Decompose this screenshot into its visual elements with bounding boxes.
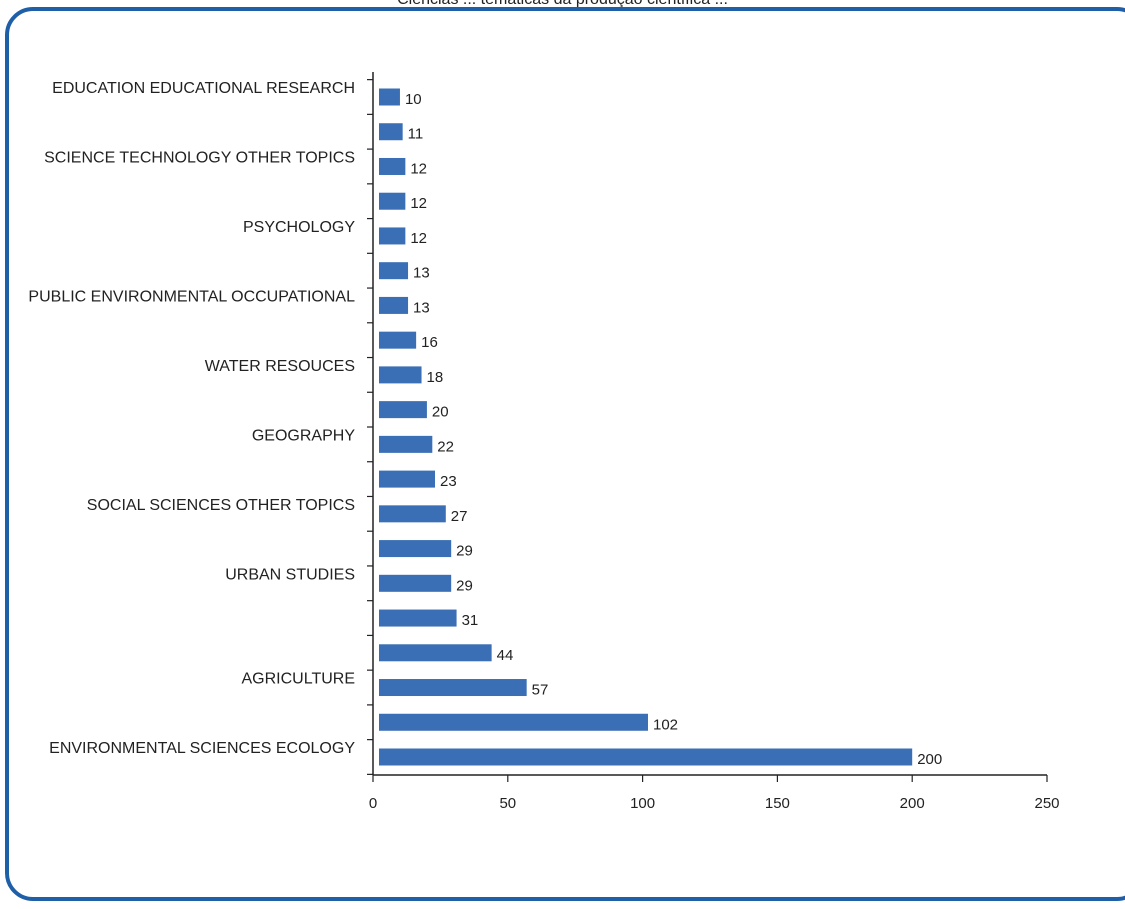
data-label: 20 <box>432 404 449 421</box>
chart-axes <box>367 72 1048 782</box>
category-label: EDUCATION EDUCATIONAL RESEARCH <box>52 80 355 97</box>
data-label: 31 <box>462 612 479 629</box>
category-label: URBAN STUDIES <box>225 566 355 583</box>
data-label: 13 <box>413 299 430 316</box>
bar <box>379 748 913 766</box>
data-label: 29 <box>456 577 473 594</box>
category-label: AGRICULTURE <box>242 671 356 688</box>
bar <box>379 470 436 488</box>
bar <box>379 435 433 453</box>
bar <box>379 331 417 349</box>
data-label: 22 <box>437 438 454 455</box>
category-label: SCIENCE TECHNOLOGY OTHER TOPICS <box>44 149 355 166</box>
data-label: 13 <box>413 265 430 282</box>
category-label: ENVIRONMENTAL SCIENCES ECOLOGY <box>49 740 355 757</box>
x-tick-label: 200 <box>900 795 925 812</box>
data-label: 29 <box>456 543 473 560</box>
data-label: 18 <box>427 369 444 386</box>
data-label: 200 <box>917 751 942 768</box>
data-label: 12 <box>410 230 427 247</box>
category-label: PUBLIC ENVIRONMENTAL OCCUPATIONAL <box>28 288 355 305</box>
chart-labels: 0 50 100 150 200 250 10 EDUCATION EDUCATIONAL R… <box>28 80 1059 812</box>
data-label: 57 <box>532 682 549 699</box>
category-label: PSYCHOLOGY <box>243 219 355 236</box>
x-tick-label: 100 <box>630 795 655 812</box>
bar <box>379 88 400 106</box>
x-tick-label: 250 <box>1034 795 1059 812</box>
x-tick-label: 50 <box>499 795 516 812</box>
data-label: 23 <box>440 473 457 490</box>
bar <box>379 609 457 627</box>
category-label: WATER RESOUCES <box>205 358 355 375</box>
bar <box>379 296 409 314</box>
bar <box>379 679 527 697</box>
x-tick-label: 150 <box>765 795 790 812</box>
bar <box>379 540 452 558</box>
data-label: 44 <box>497 647 514 664</box>
bar <box>379 262 409 280</box>
bar <box>379 192 406 210</box>
bar <box>379 227 406 245</box>
category-label: SOCIAL SCIENCES OTHER TOPICS <box>87 497 355 514</box>
bar <box>379 401 427 419</box>
bar <box>379 366 422 384</box>
bar <box>379 713 648 731</box>
bar <box>379 157 406 175</box>
data-label: 102 <box>653 716 678 733</box>
category-label: GEOGRAPHY <box>252 427 355 444</box>
data-label: 12 <box>410 195 427 212</box>
x-tick-label: 0 <box>369 795 377 812</box>
chart-title: Ciências ... temáticas da produção cient… <box>0 0 1125 9</box>
bar <box>379 123 403 141</box>
data-label: 10 <box>405 91 422 108</box>
data-label: 16 <box>421 334 438 351</box>
bar <box>379 644 492 662</box>
data-label: 12 <box>410 160 427 177</box>
bar <box>379 574 452 592</box>
data-label: 11 <box>408 126 424 143</box>
data-label: 27 <box>451 508 468 525</box>
chart-bars <box>379 88 913 766</box>
bar <box>379 505 446 523</box>
